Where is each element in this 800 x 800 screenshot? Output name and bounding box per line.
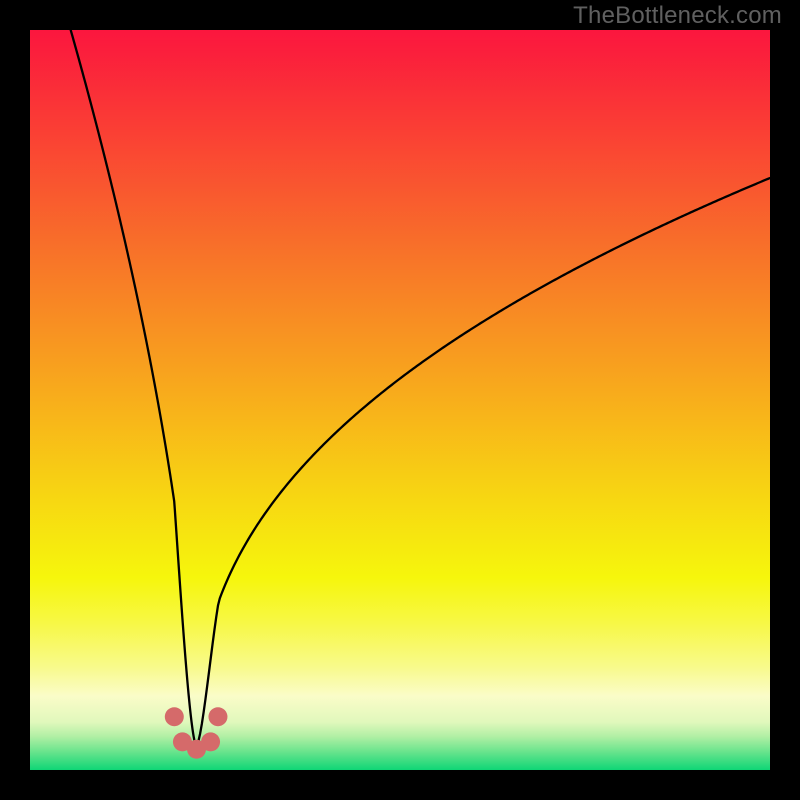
- watermark-text: TheBottleneck.com: [573, 2, 782, 30]
- valley-marker: [165, 707, 184, 726]
- plot-area: [30, 30, 770, 770]
- chart-frame: TheBottleneck.com: [0, 0, 800, 800]
- valley-marker: [201, 732, 220, 751]
- bottleneck-chart-svg: [30, 30, 770, 770]
- gradient-background: [30, 30, 770, 770]
- valley-marker: [208, 707, 227, 726]
